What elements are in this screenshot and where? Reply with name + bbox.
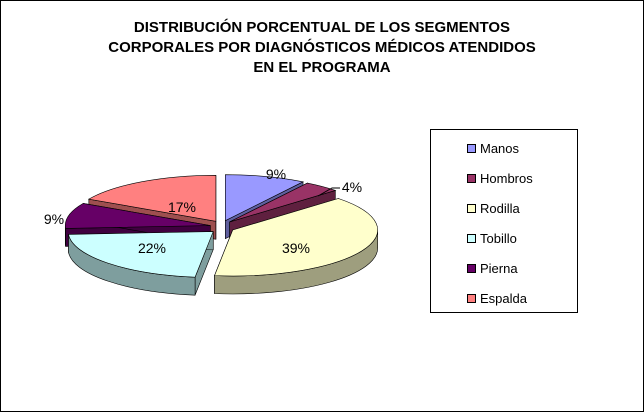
- legend-item-pierna: Pierna: [467, 260, 518, 276]
- legend-label: Rodilla: [480, 200, 520, 216]
- legend-item-rodilla: Rodilla: [467, 200, 520, 216]
- data-label-espalda: 17%: [168, 199, 196, 215]
- legend-item-espalda: Espalda: [467, 290, 527, 306]
- data-label-pierna: 9%: [44, 211, 64, 227]
- legend-swatch: [467, 233, 476, 243]
- pie-slice-rodilla: [214, 198, 378, 295]
- legend-label: Tobillo: [480, 230, 517, 246]
- legend-swatch: [467, 173, 476, 183]
- data-label-rodilla: 39%: [282, 240, 310, 256]
- leader-line-hombros: [317, 187, 340, 197]
- legend-label: Espalda: [480, 290, 527, 306]
- pie-slice-tobillo: [68, 231, 214, 296]
- legend-item-hombros: Hombros: [467, 170, 533, 186]
- legend-item-manos: Manos: [467, 140, 519, 156]
- data-label-manos: 9%: [266, 166, 286, 182]
- chart-title: DISTRIBUCIÓN PORCENTUAL DE LOS SEGMENTOS…: [108, 19, 536, 76]
- legend-swatch: [467, 203, 476, 213]
- legend-label: Pierna: [480, 260, 518, 276]
- legend-swatch: [467, 293, 476, 303]
- legend-swatch: [467, 143, 476, 153]
- legend-label: Hombros: [480, 170, 533, 186]
- legend: Manos Hombros Rodilla Tobillo Pierna Espalda: [430, 129, 578, 313]
- data-label-hombros: 4%: [342, 179, 362, 195]
- legend-item-tobillo: Tobillo: [467, 230, 517, 246]
- legend-swatch: [467, 263, 476, 273]
- legend-label: Manos: [480, 140, 520, 156]
- data-label-tobillo: 22%: [138, 240, 166, 256]
